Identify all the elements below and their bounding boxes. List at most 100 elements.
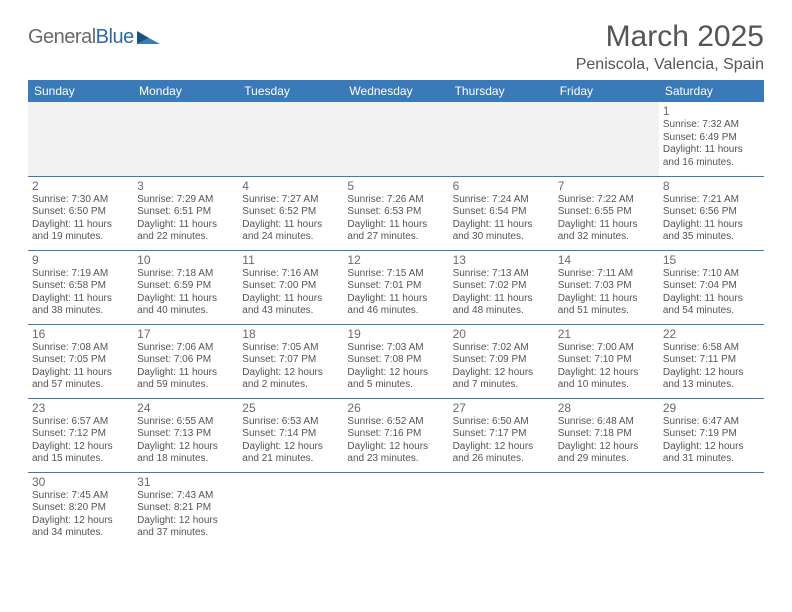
day-number: 25 bbox=[242, 401, 339, 415]
daylight-line: Daylight: 12 hours and 34 minutes. bbox=[32, 515, 129, 540]
day-details: Sunrise: 7:00 AMSunset: 7:10 PMDaylight:… bbox=[558, 342, 655, 392]
sunrise-line: Sunrise: 7:18 AM bbox=[137, 268, 234, 281]
daylight-line: Daylight: 11 hours and 19 minutes. bbox=[32, 219, 129, 244]
day-details: Sunrise: 7:26 AMSunset: 6:53 PMDaylight:… bbox=[347, 194, 444, 244]
calendar-cell: 4Sunrise: 7:27 AMSunset: 6:52 PMDaylight… bbox=[238, 176, 343, 250]
daylight-line: Daylight: 11 hours and 51 minutes. bbox=[558, 293, 655, 318]
sunset-line: Sunset: 7:06 PM bbox=[137, 354, 234, 367]
sunrise-line: Sunrise: 6:57 AM bbox=[32, 416, 129, 429]
calendar-cell: 30Sunrise: 7:45 AMSunset: 8:20 PMDayligh… bbox=[28, 472, 133, 550]
daylight-line: Daylight: 12 hours and 31 minutes. bbox=[663, 441, 760, 466]
day-details: Sunrise: 7:02 AMSunset: 7:09 PMDaylight:… bbox=[453, 342, 550, 392]
daylight-line: Daylight: 11 hours and 22 minutes. bbox=[137, 219, 234, 244]
sunset-line: Sunset: 7:03 PM bbox=[558, 280, 655, 293]
day-number: 16 bbox=[32, 327, 129, 341]
day-details: Sunrise: 7:16 AMSunset: 7:00 PMDaylight:… bbox=[242, 268, 339, 318]
sunset-line: Sunset: 6:51 PM bbox=[137, 206, 234, 219]
daylight-line: Daylight: 11 hours and 54 minutes. bbox=[663, 293, 760, 318]
daylight-line: Daylight: 12 hours and 7 minutes. bbox=[453, 367, 550, 392]
day-number: 6 bbox=[453, 179, 550, 193]
sunset-line: Sunset: 7:18 PM bbox=[558, 428, 655, 441]
sunset-line: Sunset: 7:12 PM bbox=[32, 428, 129, 441]
sunset-line: Sunset: 7:10 PM bbox=[558, 354, 655, 367]
calendar-cell: 20Sunrise: 7:02 AMSunset: 7:09 PMDayligh… bbox=[449, 324, 554, 398]
day-details: Sunrise: 7:11 AMSunset: 7:03 PMDaylight:… bbox=[558, 268, 655, 318]
sunset-line: Sunset: 7:16 PM bbox=[347, 428, 444, 441]
daylight-line: Daylight: 11 hours and 40 minutes. bbox=[137, 293, 234, 318]
col-saturday: Saturday bbox=[659, 80, 764, 102]
col-wednesday: Wednesday bbox=[343, 80, 448, 102]
day-details: Sunrise: 7:29 AMSunset: 6:51 PMDaylight:… bbox=[137, 194, 234, 244]
calendar-cell bbox=[449, 472, 554, 550]
sunset-line: Sunset: 7:19 PM bbox=[663, 428, 760, 441]
daylight-line: Daylight: 12 hours and 23 minutes. bbox=[347, 441, 444, 466]
month-title: March 2025 bbox=[576, 20, 764, 54]
day-details: Sunrise: 6:57 AMSunset: 7:12 PMDaylight:… bbox=[32, 416, 129, 466]
day-details: Sunrise: 6:55 AMSunset: 7:13 PMDaylight:… bbox=[137, 416, 234, 466]
calendar-cell: 15Sunrise: 7:10 AMSunset: 7:04 PMDayligh… bbox=[659, 250, 764, 324]
day-details: Sunrise: 7:03 AMSunset: 7:08 PMDaylight:… bbox=[347, 342, 444, 392]
day-details: Sunrise: 6:48 AMSunset: 7:18 PMDaylight:… bbox=[558, 416, 655, 466]
calendar-row: 30Sunrise: 7:45 AMSunset: 8:20 PMDayligh… bbox=[28, 472, 764, 550]
sunrise-line: Sunrise: 7:11 AM bbox=[558, 268, 655, 281]
day-details: Sunrise: 6:50 AMSunset: 7:17 PMDaylight:… bbox=[453, 416, 550, 466]
daylight-line: Daylight: 12 hours and 29 minutes. bbox=[558, 441, 655, 466]
day-number: 15 bbox=[663, 253, 760, 267]
daylight-line: Daylight: 11 hours and 57 minutes. bbox=[32, 367, 129, 392]
calendar-cell bbox=[343, 102, 448, 176]
daylight-line: Daylight: 11 hours and 32 minutes. bbox=[558, 219, 655, 244]
day-details: Sunrise: 7:15 AMSunset: 7:01 PMDaylight:… bbox=[347, 268, 444, 318]
col-tuesday: Tuesday bbox=[238, 80, 343, 102]
flag-icon bbox=[136, 29, 162, 47]
calendar-cell: 8Sunrise: 7:21 AMSunset: 6:56 PMDaylight… bbox=[659, 176, 764, 250]
day-number: 19 bbox=[347, 327, 444, 341]
calendar-cell bbox=[133, 102, 238, 176]
calendar-cell: 3Sunrise: 7:29 AMSunset: 6:51 PMDaylight… bbox=[133, 176, 238, 250]
daylight-line: Daylight: 11 hours and 30 minutes. bbox=[453, 219, 550, 244]
daylight-line: Daylight: 11 hours and 24 minutes. bbox=[242, 219, 339, 244]
sunrise-line: Sunrise: 7:21 AM bbox=[663, 194, 760, 207]
calendar-cell: 1Sunrise: 7:32 AMSunset: 6:49 PMDaylight… bbox=[659, 102, 764, 176]
calendar-cell: 24Sunrise: 6:55 AMSunset: 7:13 PMDayligh… bbox=[133, 398, 238, 472]
sunset-line: Sunset: 6:55 PM bbox=[558, 206, 655, 219]
sunrise-line: Sunrise: 7:19 AM bbox=[32, 268, 129, 281]
day-details: Sunrise: 7:10 AMSunset: 7:04 PMDaylight:… bbox=[663, 268, 760, 318]
day-number: 7 bbox=[558, 179, 655, 193]
sunset-line: Sunset: 8:20 PM bbox=[32, 502, 129, 515]
daylight-line: Daylight: 12 hours and 26 minutes. bbox=[453, 441, 550, 466]
sunrise-line: Sunrise: 7:43 AM bbox=[137, 490, 234, 503]
sunrise-line: Sunrise: 7:16 AM bbox=[242, 268, 339, 281]
sunrise-line: Sunrise: 7:45 AM bbox=[32, 490, 129, 503]
sunrise-line: Sunrise: 7:08 AM bbox=[32, 342, 129, 355]
sunrise-line: Sunrise: 6:55 AM bbox=[137, 416, 234, 429]
sunset-line: Sunset: 7:02 PM bbox=[453, 280, 550, 293]
sunset-line: Sunset: 7:17 PM bbox=[453, 428, 550, 441]
sunrise-line: Sunrise: 6:48 AM bbox=[558, 416, 655, 429]
day-details: Sunrise: 7:45 AMSunset: 8:20 PMDaylight:… bbox=[32, 490, 129, 540]
calendar-row: 2Sunrise: 7:30 AMSunset: 6:50 PMDaylight… bbox=[28, 176, 764, 250]
sunrise-line: Sunrise: 6:53 AM bbox=[242, 416, 339, 429]
sunrise-line: Sunrise: 7:02 AM bbox=[453, 342, 550, 355]
col-monday: Monday bbox=[133, 80, 238, 102]
sunset-line: Sunset: 7:04 PM bbox=[663, 280, 760, 293]
calendar-cell: 18Sunrise: 7:05 AMSunset: 7:07 PMDayligh… bbox=[238, 324, 343, 398]
sunrise-line: Sunrise: 7:32 AM bbox=[663, 119, 760, 132]
day-details: Sunrise: 7:27 AMSunset: 6:52 PMDaylight:… bbox=[242, 194, 339, 244]
day-number: 1 bbox=[663, 104, 760, 118]
day-details: Sunrise: 7:43 AMSunset: 8:21 PMDaylight:… bbox=[137, 490, 234, 540]
sunset-line: Sunset: 6:53 PM bbox=[347, 206, 444, 219]
sunset-line: Sunset: 7:08 PM bbox=[347, 354, 444, 367]
location-subtitle: Peniscola, Valencia, Spain bbox=[576, 56, 764, 74]
day-number: 20 bbox=[453, 327, 550, 341]
day-details: Sunrise: 6:53 AMSunset: 7:14 PMDaylight:… bbox=[242, 416, 339, 466]
day-details: Sunrise: 7:21 AMSunset: 6:56 PMDaylight:… bbox=[663, 194, 760, 244]
calendar-cell: 2Sunrise: 7:30 AMSunset: 6:50 PMDaylight… bbox=[28, 176, 133, 250]
sunset-line: Sunset: 6:56 PM bbox=[663, 206, 760, 219]
day-details: Sunrise: 7:22 AMSunset: 6:55 PMDaylight:… bbox=[558, 194, 655, 244]
calendar-cell: 19Sunrise: 7:03 AMSunset: 7:08 PMDayligh… bbox=[343, 324, 448, 398]
calendar-cell bbox=[554, 472, 659, 550]
col-friday: Friday bbox=[554, 80, 659, 102]
sunrise-line: Sunrise: 7:10 AM bbox=[663, 268, 760, 281]
daylight-line: Daylight: 12 hours and 2 minutes. bbox=[242, 367, 339, 392]
daylight-line: Daylight: 11 hours and 16 minutes. bbox=[663, 144, 760, 169]
